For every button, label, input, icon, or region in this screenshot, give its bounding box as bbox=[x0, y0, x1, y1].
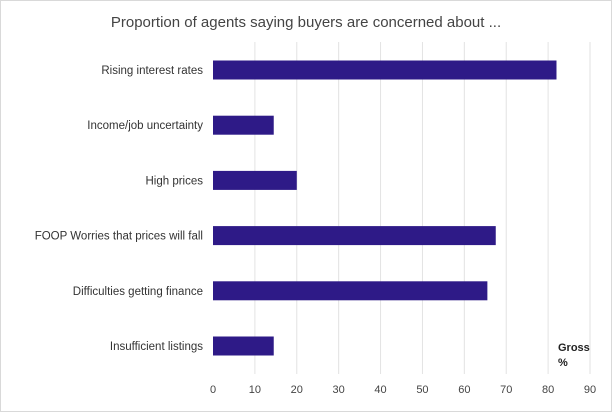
x-tick-label: 30 bbox=[333, 384, 345, 396]
category-label: Difficulties getting finance bbox=[73, 286, 203, 298]
x-tick-label: 70 bbox=[500, 384, 512, 396]
category-label: FOOP Worries that prices will fall bbox=[35, 231, 203, 243]
bar bbox=[213, 60, 557, 80]
x-unit-label: Gross bbox=[558, 342, 590, 354]
x-tick-label: 40 bbox=[374, 384, 386, 396]
category-label: High prices bbox=[145, 175, 203, 187]
x-tick-label: 60 bbox=[458, 384, 470, 396]
bar bbox=[213, 226, 496, 246]
x-tick-label: 50 bbox=[416, 384, 428, 396]
category-label: Rising interest rates bbox=[101, 65, 203, 77]
chart-title: Proportion of agents saying buyers are c… bbox=[110, 14, 502, 31]
category-label: Income/job uncertainty bbox=[87, 120, 203, 132]
x-tick-label: 80 bbox=[542, 384, 554, 396]
bar bbox=[213, 115, 274, 135]
x-unit-label: % bbox=[558, 357, 568, 369]
bar bbox=[213, 336, 274, 356]
bar bbox=[213, 281, 488, 301]
x-tick-label: 90 bbox=[584, 384, 596, 396]
bar bbox=[213, 170, 297, 190]
x-tick-label: 10 bbox=[249, 384, 261, 396]
x-tick-label: 20 bbox=[291, 384, 303, 396]
category-label: Insufficient listings bbox=[110, 341, 203, 353]
x-tick-label: 0 bbox=[210, 384, 216, 396]
